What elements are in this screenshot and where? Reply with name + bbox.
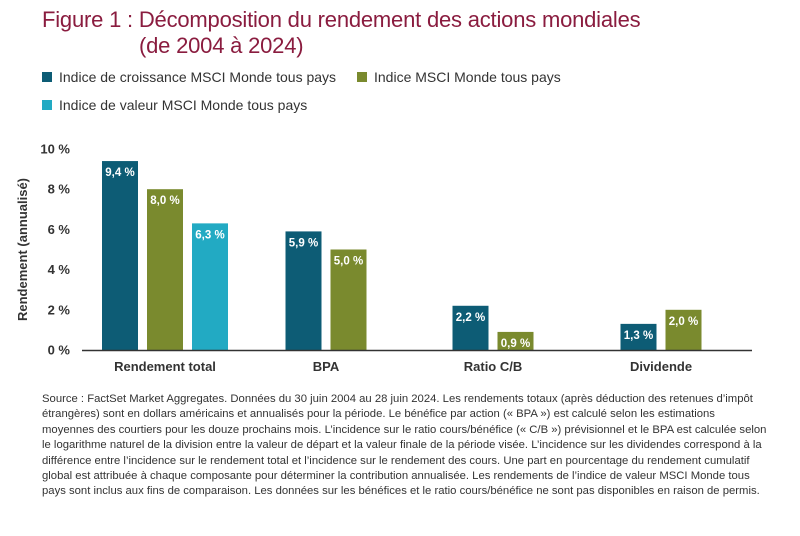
y-axis-label: Rendement (annualisé)	[15, 178, 30, 321]
chart-title-line-1: Figure 1 : Décomposition du rendement de…	[42, 7, 641, 32]
bar-value-label: 0,9 %	[501, 338, 530, 350]
x-category-label: Ratio C/B	[464, 359, 523, 374]
bar-value-label: 1,3 %	[624, 330, 653, 342]
bar-value-label: 6,3 %	[195, 229, 224, 241]
bar	[497, 331, 534, 350]
bar-value-label: 2,0 %	[669, 316, 698, 328]
legend-label-value: Indice de valeur MSCI Monde tous pays	[59, 97, 308, 113]
y-tick-label: 0 %	[48, 343, 71, 358]
bar-value-label: 5,9 %	[289, 237, 318, 249]
y-tick-label: 2 %	[48, 302, 71, 317]
bar	[330, 249, 367, 350]
bar	[285, 231, 322, 350]
legend-label-msci: Indice MSCI Monde tous pays	[374, 69, 561, 85]
bar-chart: Rendement (annualisé) 0 % 2 % 4 % 6 % 8 % 10 %…	[15, 142, 752, 374]
legend-item-msci: Indice MSCI Monde tous pays	[357, 69, 561, 85]
legend-label-growth: Indice de croissance MSCI Monde tous pay…	[59, 69, 337, 85]
y-tick-label: 10 %	[40, 142, 70, 157]
bar	[452, 305, 489, 350]
bar	[192, 223, 228, 350]
legend-swatch-msci	[357, 72, 367, 82]
bar	[620, 323, 657, 350]
chart-title: Figure 1 : Décomposition du rendement de…	[42, 7, 782, 59]
y-tick-label: 6 %	[48, 222, 71, 237]
y-tick-label: 4 %	[48, 262, 71, 277]
bar-value-label: 2,2 %	[456, 312, 485, 324]
legend-swatch-growth	[42, 72, 52, 82]
bar	[102, 161, 138, 350]
x-category-label: Dividende	[630, 359, 692, 374]
bar-value-label: 8,0 %	[150, 195, 179, 207]
bar	[147, 189, 183, 350]
bar-value-label: 5,0 %	[334, 256, 363, 268]
bar	[665, 309, 702, 350]
legend-swatch-value	[42, 100, 52, 110]
legend-item-growth: Indice de croissance MSCI Monde tous pay…	[42, 69, 336, 85]
x-category-label: BPA	[313, 359, 340, 374]
y-tick-label: 8 %	[48, 182, 71, 197]
legend-item-value: Indice de valeur MSCI Monde tous pays	[42, 97, 307, 113]
source-note: Source : FactSet Market Aggregates. Donn…	[42, 393, 767, 498]
chart-title-line-2: (de 2004 à 2024)	[139, 33, 304, 58]
x-category-label: Rendement total	[114, 359, 216, 374]
bar-value-label: 9,4 %	[105, 167, 134, 179]
